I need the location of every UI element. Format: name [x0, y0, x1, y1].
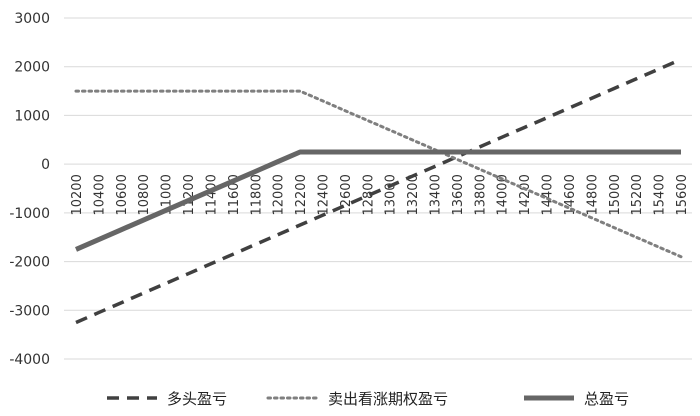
x-tick-label: 12400 — [316, 174, 331, 215]
x-tick-label: 11200 — [182, 174, 197, 215]
y-tick-label: -1000 — [9, 206, 50, 222]
y-tick-label: -2000 — [9, 255, 50, 271]
x-tick-label: 14800 — [585, 174, 600, 215]
y-tick-label: 0 — [41, 157, 50, 173]
y-tick-label: -3000 — [9, 303, 50, 319]
x-tick-label: 15200 — [630, 174, 645, 215]
y-tick-label: 1000 — [14, 108, 50, 124]
x-tick-label: 14600 — [563, 174, 578, 215]
x-tick-label: 10600 — [115, 174, 130, 215]
x-tick-label: 10400 — [92, 174, 107, 215]
legend-label: 总盈亏 — [584, 390, 629, 408]
x-tick-label: 13400 — [429, 174, 444, 215]
y-tick-label: -4000 — [9, 352, 50, 368]
x-tick-label: 12800 — [361, 174, 376, 215]
x-tick-label: 10800 — [137, 174, 152, 215]
x-tick-label: 14200 — [518, 174, 533, 215]
legend-label: 卖出看涨期权盈亏 — [328, 390, 448, 408]
x-tick-label: 12200 — [294, 174, 309, 215]
legend-label: 多头盈亏 — [167, 390, 227, 408]
y-tick-label: 3000 — [14, 11, 50, 27]
x-tick-label: 13200 — [406, 174, 421, 215]
x-tick-label: 13600 — [451, 174, 466, 215]
series-line — [74, 89, 683, 259]
x-tick-label: 11800 — [249, 174, 264, 215]
x-tick-label: 11400 — [204, 174, 219, 215]
x-tick-label: 12000 — [272, 174, 287, 215]
series-line — [75, 57, 682, 325]
gridlines — [64, 17, 692, 360]
x-axis: 10200 10400 10600 10800 11000 11200 11400 11600… — [70, 174, 690, 215]
x-tick-label: 13000 — [384, 174, 399, 215]
y-axis-tick-labels: 3000 2000 1000 0 -1000 -2000 -3000 -4000 — [9, 11, 50, 368]
x-tick-label: 15000 — [608, 174, 623, 215]
series-lines — [74, 57, 683, 325]
x-tick-label: 11000 — [160, 174, 175, 215]
series-line — [75, 149, 681, 252]
x-tick-label: 14000 — [496, 174, 511, 215]
legend: 多头盈亏 卖出看涨期权盈亏 总盈亏 — [107, 390, 629, 408]
x-tick-label: 15400 — [653, 174, 668, 215]
x-tick-label: 10200 — [70, 174, 85, 215]
x-tick-label: 15600 — [675, 174, 690, 215]
x-tick-label: 12600 — [339, 174, 354, 215]
x-tick-label: 13800 — [473, 174, 488, 215]
y-tick-label: 2000 — [14, 60, 50, 76]
x-tick-label: 14400 — [541, 174, 556, 215]
